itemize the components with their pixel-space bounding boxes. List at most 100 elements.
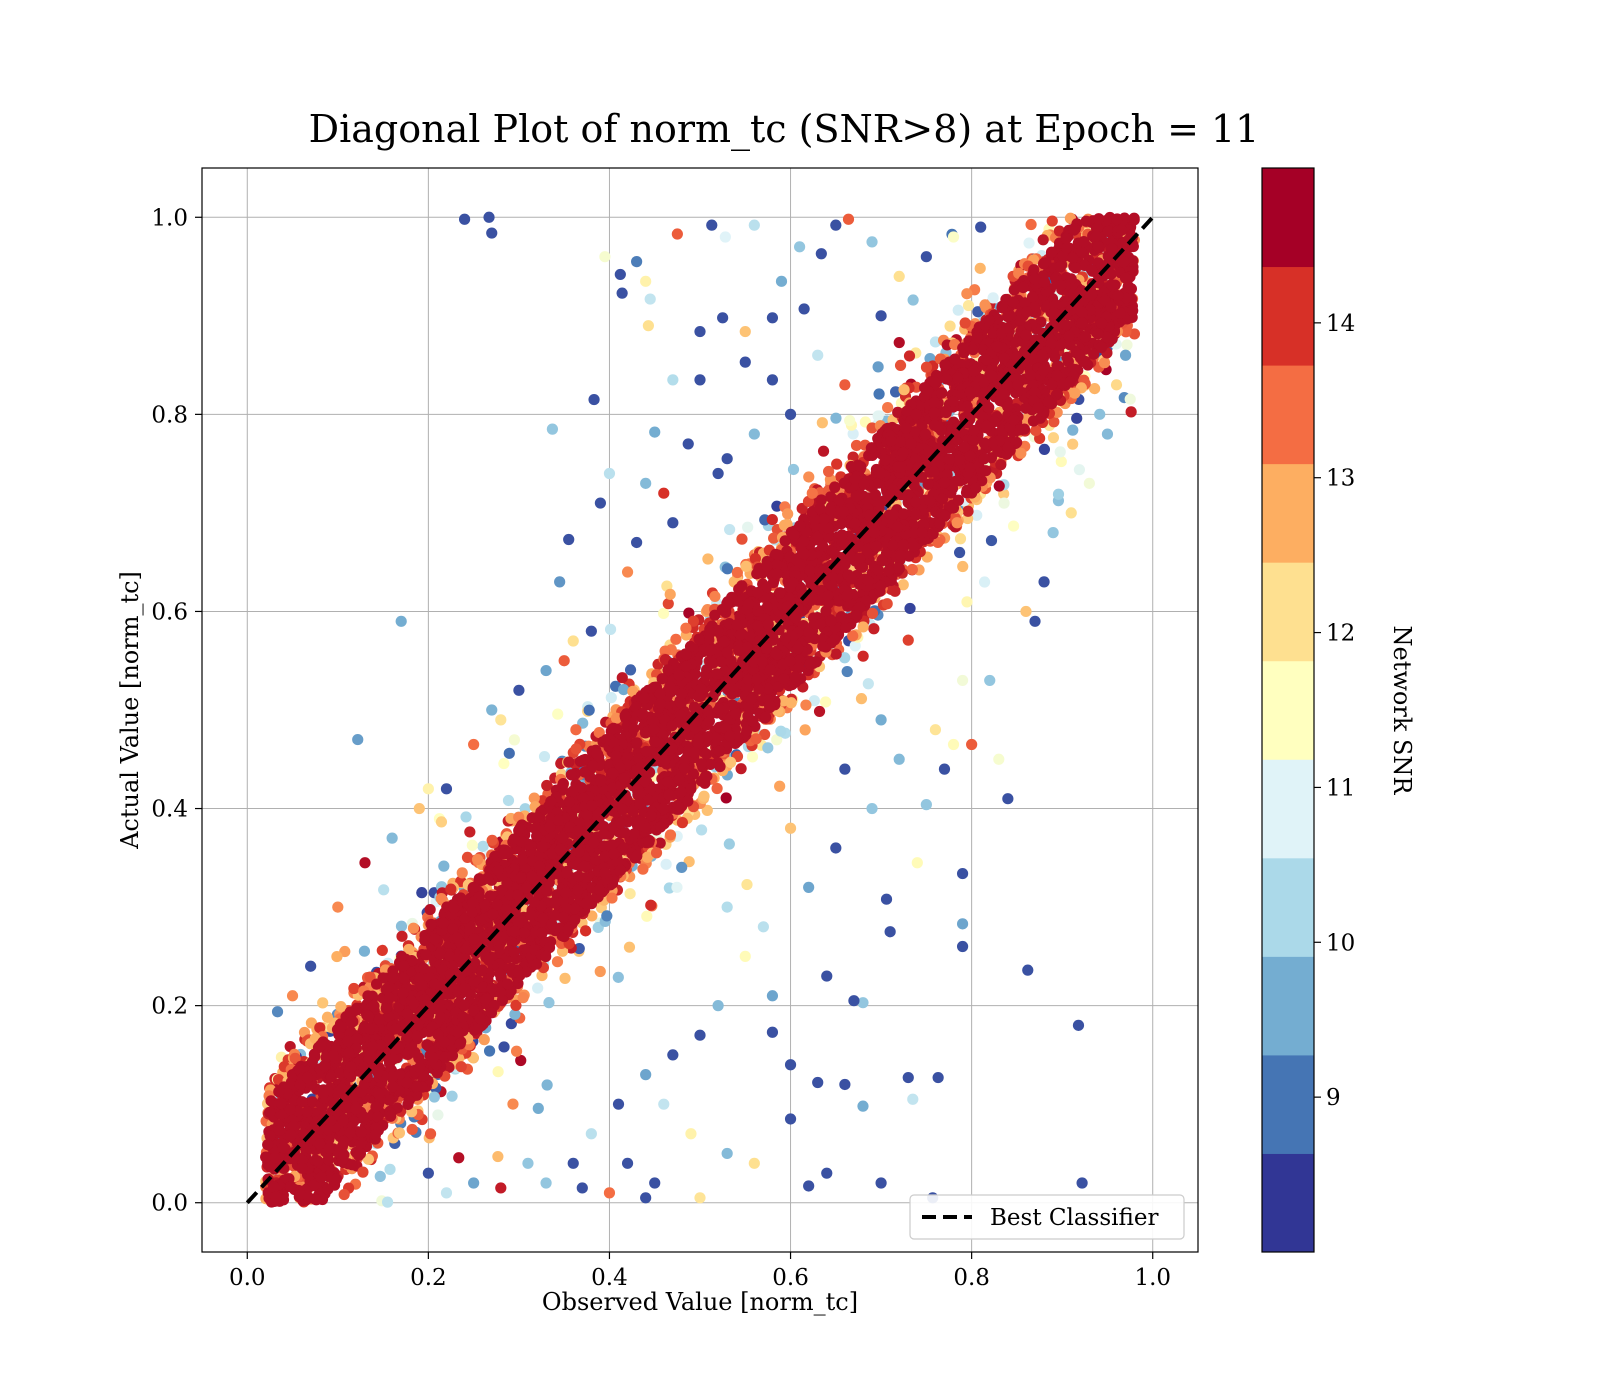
scatter-point: [650, 847, 663, 859]
scatter-point: [1094, 408, 1106, 420]
scatter-point: [538, 750, 551, 763]
scatter-point: [1048, 416, 1060, 428]
scatter-point: [594, 965, 606, 978]
scatter-point: [698, 790, 710, 802]
scatter-point: [466, 839, 478, 851]
scatter-point: [453, 1152, 465, 1164]
scatter-point: [1052, 488, 1065, 500]
scatter-point: [358, 945, 371, 957]
scatter-point: [464, 826, 476, 838]
scatter-point: [831, 458, 843, 470]
plot-area: 0.0 0.2 0.4 0.6 0.8 1.00.00.20.40.60.81.0Best…: [151, 167, 1199, 1291]
scatter-point: [570, 743, 582, 755]
scatter-point: [855, 693, 868, 705]
scatter-point: [723, 838, 735, 850]
scatter-point: [381, 1196, 394, 1208]
scatter-point: [552, 708, 564, 720]
scatter-point: [383, 1011, 395, 1023]
scatter-point: [478, 1034, 490, 1046]
scatter-point: [671, 881, 683, 893]
scatter-point: [1037, 234, 1049, 246]
scatter-point: [847, 428, 859, 440]
scatter-point: [446, 1090, 458, 1102]
scatter-point: [604, 623, 617, 635]
scatter-point: [532, 982, 544, 994]
scatter-point: [541, 779, 553, 792]
scatter-point: [376, 944, 388, 957]
scatter-point: [679, 754, 691, 766]
scatter-point: [570, 724, 582, 736]
scatter-point: [610, 712, 623, 724]
scatter-point: [817, 445, 830, 457]
scatter-point: [498, 757, 510, 770]
scatter-point: [872, 410, 884, 422]
scatter-point: [906, 564, 918, 576]
scatter-point: [1030, 424, 1042, 437]
scatter-point: [676, 817, 689, 829]
scatter-point: [815, 494, 827, 506]
scatter-point: [979, 299, 991, 311]
scatter-point: [987, 292, 999, 304]
scatter-point: [605, 692, 617, 704]
scatter-point: [424, 903, 436, 916]
scatter-point: [725, 756, 737, 768]
scatter-point: [289, 1052, 301, 1064]
scatter-point: [872, 361, 884, 373]
scatter-point: [505, 1018, 517, 1030]
scatter-point: [662, 598, 674, 610]
scatter-point: [384, 1163, 396, 1175]
scatter-point: [362, 1153, 375, 1165]
scatter-point: [849, 640, 861, 652]
scatter-point: [897, 579, 909, 591]
scatter-point: [641, 910, 653, 922]
scatter-point: [1067, 438, 1079, 450]
scatter-point: [808, 695, 820, 707]
scatter-point: [881, 598, 893, 610]
scatter-point: [762, 742, 774, 754]
scatter-point: [331, 950, 343, 963]
scatter-point: [1124, 393, 1136, 405]
scatter-point: [641, 851, 654, 863]
scatter-point: [894, 359, 907, 372]
scatter-point: [889, 585, 901, 597]
scatter-point: [1125, 406, 1137, 418]
scatter-point: [742, 521, 754, 533]
scatter-point: [443, 1061, 455, 1074]
scatter-point: [637, 863, 649, 875]
scatter-point: [695, 824, 708, 836]
scatter-point: [774, 780, 786, 792]
scatter-point: [601, 910, 613, 922]
scatter-point: [954, 533, 967, 545]
scatter-point: [951, 517, 963, 529]
scatter-point: [583, 704, 595, 716]
scatter-point: [785, 697, 797, 709]
scatter-point: [1120, 326, 1132, 338]
scatter-point: [559, 972, 571, 984]
scatter-point: [654, 837, 666, 849]
scatter-point: [746, 751, 759, 763]
scatter-point: [920, 361, 933, 373]
scatter-point: [492, 1150, 504, 1163]
scatter-point: [338, 1188, 350, 1201]
scatter-point: [830, 648, 842, 660]
scatter-point: [800, 699, 812, 711]
scatter-point: [502, 794, 515, 807]
scatter-point: [606, 892, 618, 904]
scatter-point: [724, 523, 736, 536]
scatter-point: [736, 533, 748, 545]
scatter-point: [720, 792, 732, 804]
scatter-point: [416, 887, 428, 899]
scatter-point: [618, 684, 630, 696]
scatter-point: [573, 942, 585, 955]
scatter-point: [477, 840, 489, 852]
scatter-point: [775, 725, 787, 737]
scatter-point: [483, 1045, 496, 1057]
scatter-point: [670, 633, 682, 645]
scatter-point: [959, 317, 971, 329]
scatter-point: [683, 607, 695, 619]
scatter-point: [850, 439, 863, 452]
scatter-point: [903, 350, 916, 362]
scatter-point: [1089, 383, 1101, 395]
scatter-point: [631, 737, 643, 749]
